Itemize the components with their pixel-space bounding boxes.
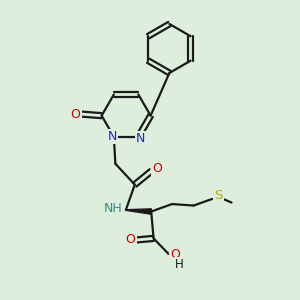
Text: O: O [71,108,81,121]
Text: H: H [175,258,183,271]
Text: O: O [126,233,136,246]
Text: NH: NH [104,202,123,215]
Text: N: N [136,132,146,145]
Text: S: S [214,190,223,202]
Polygon shape [126,209,152,214]
Text: O: O [152,162,162,175]
Text: N: N [108,130,117,143]
Text: O: O [170,248,180,261]
